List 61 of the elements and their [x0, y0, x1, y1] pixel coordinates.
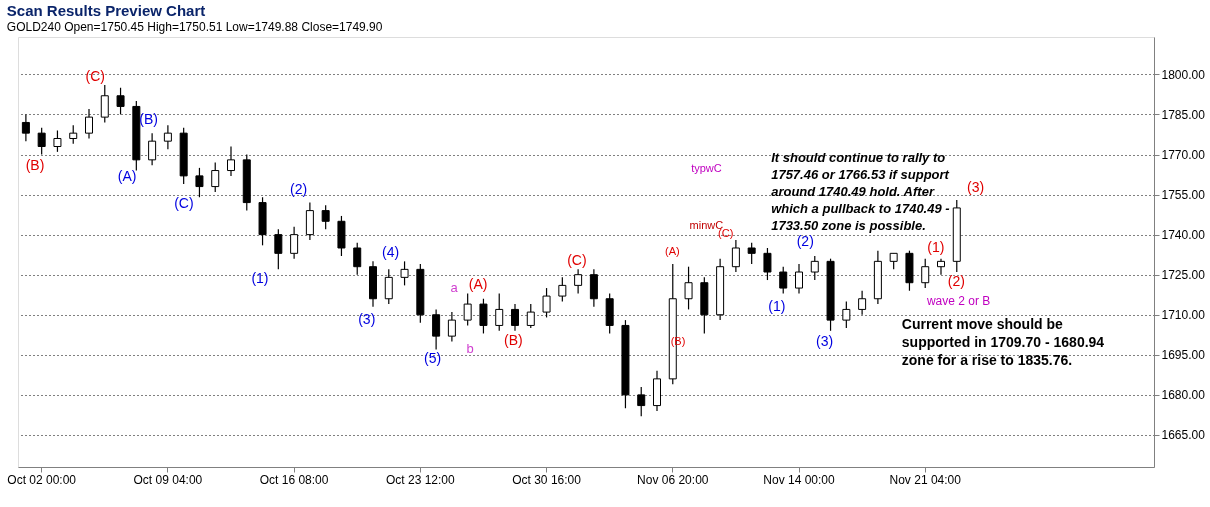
annotation: (A) [117, 167, 137, 184]
annotation: (1) [927, 238, 945, 255]
candlestick [53, 129, 62, 153]
annotation: (B) [139, 111, 158, 128]
candlestick [163, 124, 172, 150]
annotation: (2) [290, 180, 308, 197]
x-tick-label: Oct 16 08:00 [259, 472, 329, 487]
candlestick [37, 127, 46, 156]
annotation: (2) [796, 233, 814, 250]
annotation: (3) [816, 333, 834, 350]
annotation: (5) [424, 350, 442, 367]
candlestick [731, 239, 740, 273]
candlestick [116, 87, 125, 116]
annotation: (4) [382, 244, 400, 261]
annotation: (B) [25, 157, 45, 174]
candlestick [227, 145, 235, 177]
candlestick [69, 124, 78, 145]
candlestick [21, 113, 30, 142]
annotation: (1) [768, 297, 786, 314]
y-tick-label: 1800.00 [1161, 67, 1206, 82]
y-tick-label: 1785.00 [1161, 107, 1206, 122]
candlestick [321, 204, 330, 230]
annotation: (A) [468, 276, 488, 293]
annotation: Current move should be supported in 1709.70 - 1680.94 zone for a rise to 1835.76. [901, 316, 1105, 369]
annotation: (C) [174, 194, 194, 211]
candlestick [810, 255, 819, 281]
y-tick-label: 1695.00 [1161, 348, 1206, 363]
y-tick-label: 1755.00 [1161, 188, 1206, 203]
x-tick-label: Nov 06 20:00 [637, 472, 709, 487]
candlestick [211, 161, 220, 193]
y-tick-label: 1725.00 [1161, 268, 1206, 283]
candlestick [542, 287, 551, 319]
annotation: (2) [947, 272, 965, 289]
y-tick-label: 1665.00 [1161, 428, 1206, 443]
candlestick [747, 242, 756, 265]
annotation: b [466, 340, 474, 356]
annotation: typwC [691, 162, 722, 175]
x-tick-label: Nov 21 04:00 [889, 472, 962, 487]
x-tick-label: Oct 02 00:00 [7, 472, 77, 487]
y-tick-label: 1770.00 [1161, 148, 1206, 163]
annotation: (3) [967, 178, 985, 195]
annotation: It should continue to rally to 1757.46 or 1766.53 if support around 1740.49 hold. After which a pullback to 1740.49 - 1733.50 zone is possible. [771, 150, 950, 234]
annotation: (A) [665, 245, 680, 258]
chart-subtitle: GOLD240 Open=1750.45 High=1750.51 Low=1749.88 Close=1749.90 [6, 20, 383, 34]
chart-title: Scan Results Preview Chart [6, 2, 206, 19]
x-tick-label: Oct 09 04:00 [133, 472, 203, 487]
candlestick [937, 258, 945, 276]
annotation: wave 2 or B [925, 294, 991, 309]
annotation: (3) [358, 310, 376, 327]
y-tick-label: 1710.00 [1161, 308, 1206, 323]
annotation: (B) [503, 332, 523, 349]
x-tick-label: Oct 30 16:00 [512, 472, 582, 487]
x-tick-label: Nov 14 00:00 [763, 472, 836, 487]
y-tick-label: 1740.00 [1161, 228, 1206, 243]
annotation: a [450, 280, 459, 296]
x-tick-label: Oct 23 12:00 [385, 472, 456, 487]
annotation: (C) [85, 68, 105, 85]
annotation: (C) [567, 252, 587, 269]
candlestick [353, 242, 362, 276]
annotation: (1) [251, 269, 269, 286]
y-tick-label: 1680.00 [1161, 388, 1206, 403]
